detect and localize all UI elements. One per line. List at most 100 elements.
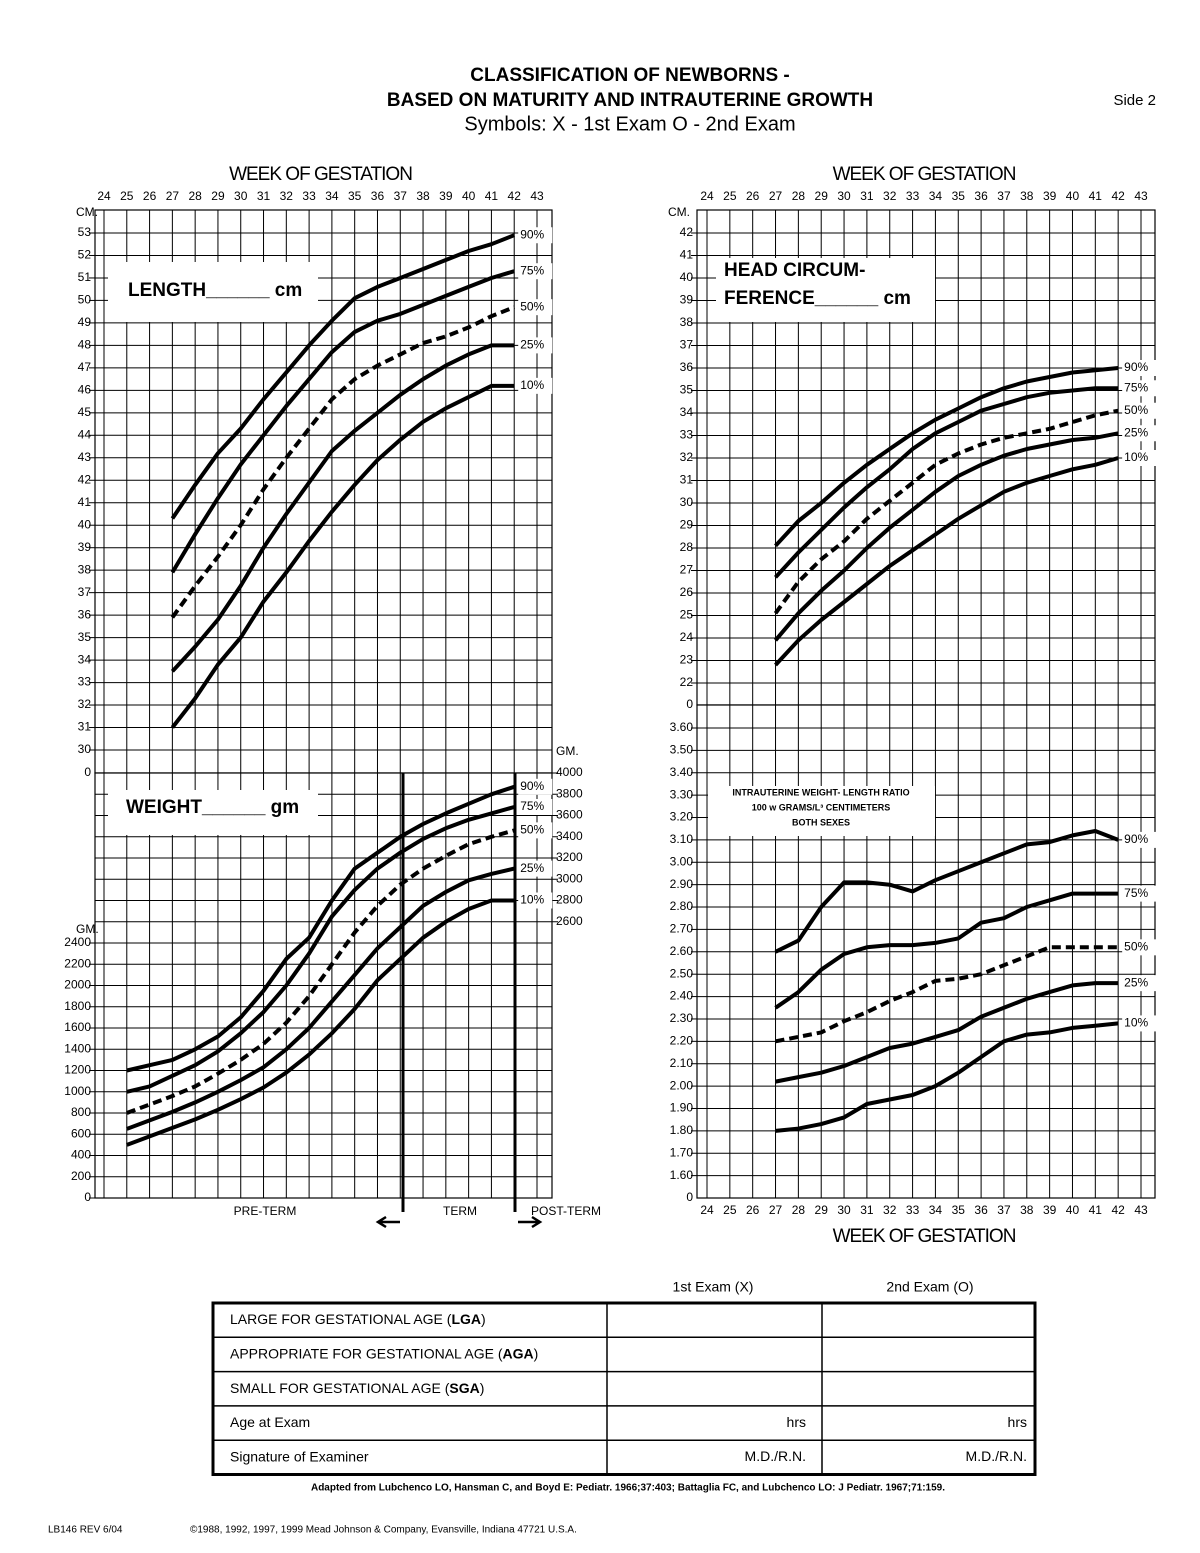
x-tick-label: 33 bbox=[302, 189, 316, 203]
label-box bbox=[108, 262, 318, 322]
copyright: ©1988, 1992, 1997, 1999 Mead Johnson & C… bbox=[190, 1525, 577, 1536]
legend-bg bbox=[1122, 939, 1157, 956]
row-label-part: AGA bbox=[503, 1345, 534, 1361]
y-tick-label: 38 bbox=[680, 315, 694, 329]
x-tick-label: 39 bbox=[439, 189, 453, 203]
chart: 24 25 26 27 28 29 30 31 32 33 34 35 36 37 38 39 40 41 42 43… bbox=[76, 164, 553, 779]
percentile-curve bbox=[170, 305, 515, 619]
region-label: TERM bbox=[443, 1204, 477, 1218]
legend-bg bbox=[1122, 425, 1157, 442]
y-tick-label: 2.90 bbox=[670, 877, 694, 891]
x-tick-label: 26 bbox=[746, 1203, 760, 1217]
row-label-part: ) bbox=[481, 1311, 486, 1327]
y-tick-label: 2800 bbox=[556, 893, 583, 907]
y-tick-label: 2.50 bbox=[670, 966, 694, 980]
x-tick-label: 33 bbox=[906, 1203, 920, 1217]
chart-label: 100 w GRAMS/L³ CENTIMETERS bbox=[752, 802, 891, 812]
legend-bg bbox=[518, 799, 553, 815]
y-tick-label: 53 bbox=[78, 225, 92, 239]
y-tick-label: 1400 bbox=[64, 1041, 91, 1055]
y-tick-label: 2.20 bbox=[670, 1034, 694, 1048]
y-tick-label: 40 bbox=[680, 270, 694, 284]
legend-label: 75% bbox=[1124, 886, 1148, 900]
x-axis-title: WEEK OF GESTATION bbox=[833, 164, 1016, 185]
y-tick-label: 600 bbox=[71, 1126, 91, 1140]
title-line: BASED ON MATURITY AND INTRAUTERINE GROWT… bbox=[387, 90, 873, 111]
y-tick-label: 2.70 bbox=[670, 922, 694, 936]
x-tick-label: 35 bbox=[952, 189, 966, 203]
row-label-part: LGA bbox=[451, 1311, 481, 1327]
y-tick-label: 41 bbox=[78, 495, 92, 509]
legend-label: 25% bbox=[1124, 975, 1148, 989]
legend-label: 90% bbox=[520, 779, 544, 793]
axis-break-label: 0 bbox=[686, 697, 693, 711]
x-tick-label: 28 bbox=[792, 189, 806, 203]
y-tick-label: 0 bbox=[84, 1190, 91, 1204]
percentile-curve bbox=[774, 366, 1119, 548]
region-label: POST-TERM bbox=[531, 1204, 601, 1218]
y-tick-label: 22 bbox=[680, 675, 694, 689]
percentile-curve bbox=[126, 898, 515, 1147]
label-box bbox=[716, 258, 935, 322]
row-label-part: ) bbox=[480, 1379, 485, 1395]
legend-label: 25% bbox=[1124, 425, 1148, 439]
label-box bbox=[108, 790, 318, 835]
legend-bg bbox=[518, 299, 553, 316]
side-label: Side 2 bbox=[1113, 92, 1156, 109]
y-unit: CM. bbox=[76, 205, 98, 219]
row-label-part: Signature of Examiner bbox=[230, 1448, 369, 1464]
x-tick-label: 34 bbox=[929, 1203, 943, 1217]
y-tick-label: 28 bbox=[680, 540, 694, 554]
percentile-curve bbox=[774, 829, 1119, 954]
y-tick-label: 400 bbox=[71, 1148, 91, 1162]
legend-label: 75% bbox=[1124, 380, 1148, 394]
y-tick-label: 2.00 bbox=[670, 1078, 694, 1092]
x-tick-label: 42 bbox=[508, 189, 522, 203]
row-label-part: Age at Exam bbox=[230, 1414, 310, 1430]
percentile-curve bbox=[775, 945, 1119, 1044]
chart-label: BOTH SEXES bbox=[792, 817, 850, 827]
percentile-curve bbox=[774, 456, 1119, 667]
row-label: LARGE FOR GESTATIONAL AGE (LGA) bbox=[230, 1311, 486, 1327]
percentile-curve bbox=[170, 269, 515, 574]
y-tick-label: 3.50 bbox=[670, 743, 694, 757]
percentile-curve bbox=[774, 891, 1119, 1010]
y-tick-label: 24 bbox=[680, 630, 694, 644]
y-tick-label: 30 bbox=[680, 495, 694, 509]
percentile-curve bbox=[775, 1021, 1119, 1133]
arrow-left bbox=[375, 1215, 400, 1229]
y-tick-label: 1.60 bbox=[670, 1168, 694, 1182]
y-tick-label: 1600 bbox=[64, 1020, 91, 1034]
y-tick-label: 2.30 bbox=[670, 1011, 694, 1025]
legend-bg bbox=[1122, 380, 1157, 397]
x-tick-label: 38 bbox=[1020, 1203, 1034, 1217]
legend-bg bbox=[518, 377, 553, 394]
y-tick-label: 49 bbox=[78, 315, 92, 329]
x-tick-label: 30 bbox=[837, 1203, 851, 1217]
x-tick-label: 37 bbox=[997, 1203, 1011, 1217]
legend-label: 25% bbox=[520, 861, 544, 875]
y-tick-label: 36 bbox=[78, 607, 92, 621]
x-tick-label: 31 bbox=[257, 189, 271, 203]
y-tick-label: 46 bbox=[78, 383, 92, 397]
legend-label: 10% bbox=[1124, 1016, 1148, 1030]
legend-bg bbox=[518, 778, 553, 795]
legend-label: 50% bbox=[1124, 940, 1148, 954]
y-tick-label: 39 bbox=[680, 293, 694, 307]
y2-unit: GM. bbox=[556, 744, 579, 758]
x-tick-label: 41 bbox=[1089, 189, 1103, 203]
legend-bg bbox=[1122, 885, 1157, 902]
legend-bg bbox=[1122, 402, 1157, 419]
y-tick-label: 26 bbox=[680, 585, 694, 599]
percentile-curve bbox=[170, 233, 515, 520]
y-tick-label: 35 bbox=[680, 383, 694, 397]
chart-label: INTRAUTERINE WEIGHT- LENGTH RATIO bbox=[732, 787, 909, 797]
legend-label: 10% bbox=[1124, 450, 1148, 464]
x-tick-label: 27 bbox=[769, 189, 783, 203]
x-tick-label: 39 bbox=[1043, 189, 1057, 203]
axis-break-label: 0 bbox=[84, 765, 91, 779]
y-tick-label: 32 bbox=[680, 450, 694, 464]
x-tick-label: 37 bbox=[997, 189, 1011, 203]
legend-bg bbox=[1122, 360, 1157, 376]
percentile-curve bbox=[774, 386, 1119, 579]
